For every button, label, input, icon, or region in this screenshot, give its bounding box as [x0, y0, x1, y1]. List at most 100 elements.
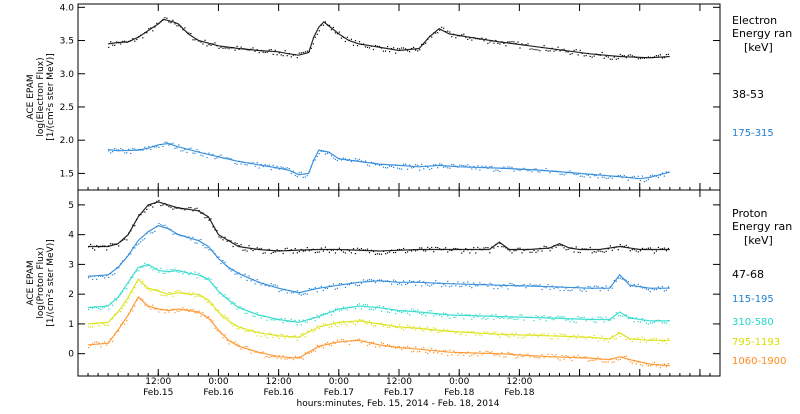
- data-point-proton-4: [553, 355, 555, 357]
- data-point-proton-1: [545, 287, 547, 289]
- data-point-proton-0: [615, 246, 617, 248]
- data-point-proton-0: [370, 249, 373, 251]
- data-point-electron-0: [641, 57, 643, 59]
- data-point-proton-1: [320, 285, 322, 287]
- data-point-electron-0: [332, 26, 334, 28]
- data-point-proton-1: [497, 287, 499, 290]
- data-point-proton-1: [529, 283, 531, 285]
- y-tick-label-electron: 1.5: [60, 169, 74, 179]
- data-point-electron-1: [571, 171, 573, 174]
- data-point-proton-0: [280, 250, 282, 252]
- data-point-proton-0: [254, 248, 256, 250]
- data-point-electron-1: [298, 172, 300, 174]
- data-point-proton-0: [264, 252, 266, 254]
- data-point-proton-3: [206, 301, 208, 303]
- data-point-proton-4: [615, 358, 617, 360]
- data-point-proton-2: [603, 321, 605, 323]
- data-point-electron-0: [212, 43, 214, 45]
- data-point-proton-0: [344, 252, 346, 254]
- data-point-proton-2: [395, 312, 397, 315]
- data-point-proton-3: [162, 294, 164, 296]
- data-point-proton-2: [238, 306, 240, 308]
- data-point-proton-3: [391, 323, 393, 325]
- data-point-proton-3: [276, 335, 278, 338]
- data-point-proton-3: [296, 339, 298, 341]
- data-point-electron-0: [503, 42, 505, 44]
- data-point-electron-0: [210, 44, 212, 46]
- data-point-proton-3: [148, 289, 150, 291]
- data-point-proton-1: [581, 290, 583, 292]
- data-point-proton-1: [401, 284, 403, 286]
- data-point-proton-4: [168, 311, 170, 313]
- data-point-proton-4: [537, 357, 539, 359]
- data-point-electron-0: [493, 42, 495, 44]
- data-point-proton-0: [356, 247, 359, 249]
- data-point-proton-4: [539, 357, 541, 359]
- data-point-electron-0: [340, 37, 342, 39]
- data-point-proton-3: [232, 325, 234, 327]
- data-point-proton-3: [118, 310, 120, 312]
- data-point-proton-2: [122, 291, 124, 293]
- data-point-electron-0: [585, 55, 587, 57]
- data-point-proton-1: [641, 287, 643, 289]
- data-point-proton-0: [312, 248, 314, 250]
- data-point-proton-0: [296, 252, 298, 254]
- data-point-proton-0: [302, 250, 304, 252]
- proton-ylabel-line-3: [1/(cm²s ster MeV)]: [46, 239, 56, 326]
- data-point-proton-1: [415, 284, 417, 286]
- data-point-electron-1: [537, 171, 539, 173]
- data-point-electron-1: [597, 177, 599, 179]
- data-point-proton-2: [196, 277, 198, 279]
- data-point-proton-0: [378, 253, 381, 255]
- data-point-proton-2: [567, 319, 569, 321]
- data-point-proton-4: [108, 341, 110, 343]
- data-point-proton-0: [300, 248, 302, 251]
- data-point-proton-0: [477, 246, 479, 248]
- data-point-electron-1: [116, 149, 118, 151]
- data-point-electron-0: [553, 50, 555, 52]
- data-point-proton-4: [659, 367, 661, 369]
- data-point-proton-4: [198, 310, 200, 312]
- data-point-proton-3: [511, 332, 513, 334]
- data-point-proton-0: [577, 251, 579, 253]
- data-point-proton-3: [657, 343, 659, 345]
- data-point-proton-2: [210, 278, 212, 280]
- data-point-proton-2: [252, 315, 254, 317]
- data-point-proton-2: [152, 269, 154, 271]
- data-point-proton-0: [284, 248, 286, 250]
- data-point-proton-3: [497, 334, 499, 336]
- data-point-electron-1: [551, 170, 553, 172]
- data-point-proton-1: [555, 286, 557, 288]
- data-point-proton-0: [122, 239, 124, 241]
- data-point-proton-4: [559, 359, 561, 361]
- data-point-electron-0: [240, 46, 242, 48]
- data-point-proton-3: [200, 296, 202, 298]
- data-point-proton-2: [280, 317, 282, 320]
- data-point-proton-3: [214, 309, 216, 311]
- data-point-electron-0: [429, 35, 431, 37]
- data-point-proton-4: [318, 346, 320, 348]
- data-point-electron-1: [244, 163, 246, 166]
- x-tick-label-time: 12:00: [386, 377, 412, 387]
- data-point-proton-3: [603, 339, 605, 342]
- data-point-proton-1: [515, 285, 517, 287]
- data-point-proton-1: [499, 285, 501, 287]
- data-point-proton-4: [98, 342, 100, 344]
- data-point-proton-3: [260, 335, 262, 337]
- data-point-proton-2: [501, 316, 503, 318]
- data-point-proton-2: [517, 318, 519, 320]
- data-point-electron-1: [503, 166, 505, 168]
- data-point-electron-1: [246, 164, 248, 166]
- data-point-proton-2: [431, 310, 433, 312]
- data-point-proton-4: [603, 361, 605, 363]
- data-point-proton-2: [244, 312, 246, 314]
- data-point-proton-2: [200, 274, 202, 276]
- data-point-proton-3: [659, 339, 661, 341]
- data-point-proton-3: [493, 331, 495, 334]
- data-point-electron-0: [403, 47, 405, 49]
- data-point-electron-0: [154, 26, 156, 28]
- data-point-proton-4: [385, 345, 387, 347]
- data-point-electron-1: [493, 170, 495, 172]
- data-point-proton-2: [328, 310, 330, 312]
